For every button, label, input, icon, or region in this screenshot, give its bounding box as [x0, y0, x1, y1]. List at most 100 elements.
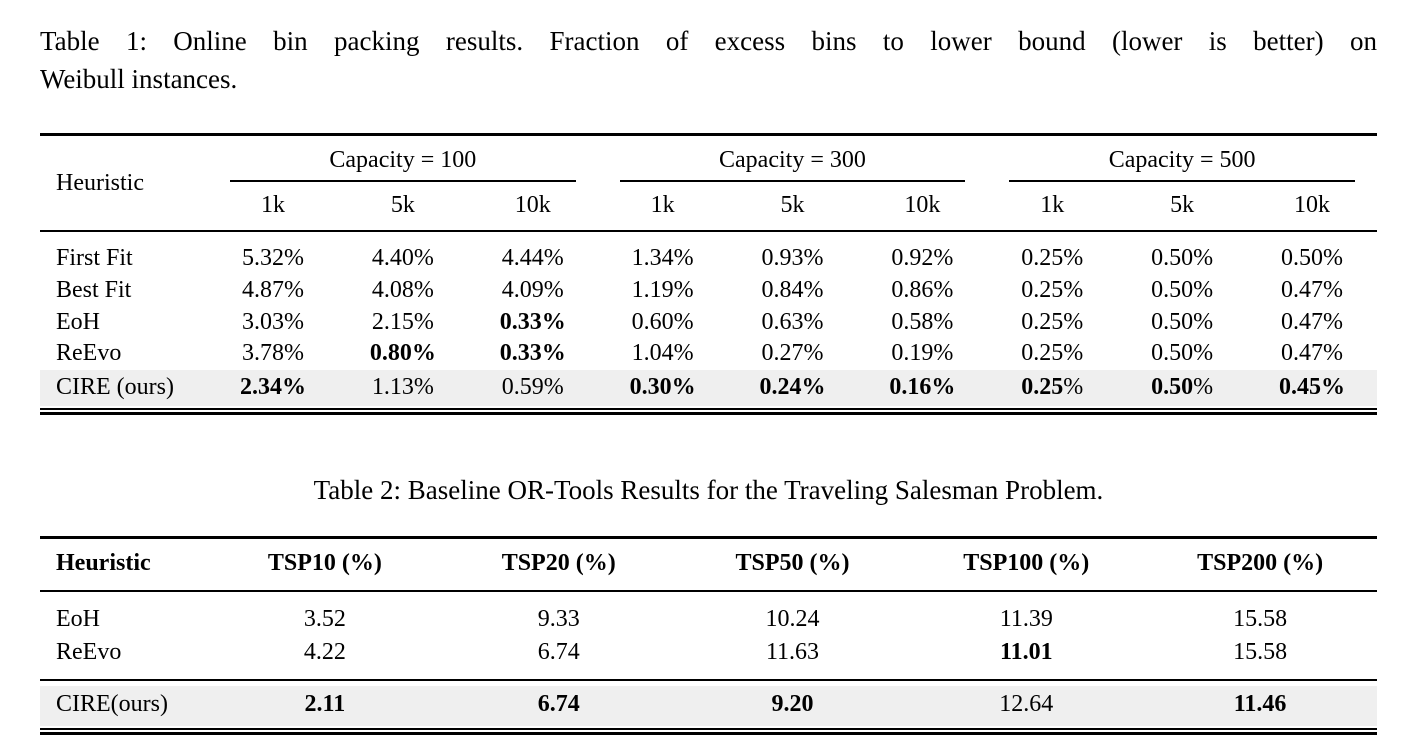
value-cell: 0.25%: [1021, 340, 1084, 367]
table-row: ReEvo 3.78% 0.80% 0.33% 1.04% 0.27% 0.19% 0.25%…: [40, 338, 1377, 370]
value-cell: 4.22: [208, 636, 442, 681]
table2-bottom-rule: [40, 727, 1377, 735]
row-label: EoH: [56, 308, 100, 335]
value-cell: 1.04%: [631, 340, 694, 367]
value-cell: 0.50%: [1281, 245, 1343, 272]
value-cell: 0.50%: [1151, 277, 1214, 304]
subcol-header: 5k: [337, 182, 468, 233]
table-row: EoH 3.52 9.33 10.24 11.39 15.58: [40, 591, 1377, 637]
value-cell: 0.27%: [761, 340, 824, 367]
value-cell: 0.19%: [891, 340, 954, 367]
value-cell: 0.50%: [1151, 245, 1214, 272]
table1-heuristic-header: Heuristic: [40, 134, 208, 233]
table1-bottom-rule: [40, 408, 1377, 416]
value-cell: 3.78%: [241, 340, 304, 367]
table1-group-capacity-100: Capacity = 100: [208, 134, 598, 183]
value-cell: 5.32%: [241, 245, 304, 272]
value-cell: 11.01: [909, 636, 1144, 681]
table1-group-header-row: Heuristic Capacity = 100 Capacity = 300 …: [40, 134, 1377, 233]
value-cell: 0.58%: [891, 308, 954, 335]
value-cell: 4.87%: [241, 277, 304, 304]
capacity-100-rule: Capacity = 100: [230, 136, 576, 183]
table2-header-row: Heuristic TSP10 (%) TSP20 (%) TSP50 (%) …: [40, 537, 1377, 592]
subcol-header: 1k: [987, 182, 1118, 233]
table-row: CIRE (ours) 2.34% 1.13% 0.59% 0.30% 0.24% 0.16…: [40, 369, 1377, 407]
table1-caption: Table 1: Online bin packing results. Fra…: [40, 22, 1377, 99]
value-cell: 1.19%: [631, 277, 694, 304]
value-cell: 11.39: [999, 605, 1053, 632]
capacity-300-rule: Capacity = 300: [619, 136, 966, 183]
row-label: EoH: [56, 605, 100, 632]
value-cell: 0.50%: [1151, 373, 1214, 400]
table1-group-capacity-300: Capacity = 300: [598, 134, 988, 183]
subcol-header: 1k: [208, 182, 338, 233]
value-cell: 6.74: [441, 636, 676, 681]
table-row: EoH 3.03% 2.15% 0.33% 0.60% 0.63% 0.58% 0.25% 0.…: [40, 307, 1377, 339]
value-cell: 3.52: [303, 605, 346, 632]
value-cell: 0.25%: [1021, 308, 1084, 335]
row-label: CIRE (ours): [56, 373, 174, 400]
value-cell: 0.86%: [891, 277, 954, 304]
tsp100-header: TSP100 (%): [909, 537, 1144, 592]
value-cell: 0.80%: [369, 340, 436, 367]
value-cell: 0.30%: [629, 373, 696, 400]
tsp200-header: TSP200 (%): [1143, 537, 1377, 592]
value-cell: 2.11: [304, 690, 346, 717]
value-cell: 9.33: [537, 605, 580, 632]
subcol-header: 5k: [727, 182, 858, 233]
value-cell: 0.50%: [1151, 308, 1214, 335]
row-label: CIRE(ours): [56, 690, 168, 717]
table2-caption: Table 2: Baseline OR-Tools Results for t…: [313, 475, 1104, 506]
subcol-header: 10k: [467, 182, 598, 233]
value-cell: 2.15%: [371, 308, 434, 335]
value-cell: 0.25%: [1021, 277, 1084, 304]
row-label: First Fit: [56, 245, 133, 272]
table1-subheader-row: 1k 5k 10k 1k 5k 10k 1k 5k 10k: [40, 182, 1377, 233]
subcol-header: 10k: [1247, 182, 1377, 233]
value-cell: 3.03%: [241, 308, 304, 335]
row-label: ReEvo: [40, 636, 208, 681]
value-cell: 0.47%: [1281, 340, 1343, 367]
value-cell: 0.93%: [761, 245, 824, 272]
value-cell: 15.58: [1143, 636, 1377, 681]
value-cell: 0.16%: [889, 373, 956, 400]
tsp10-header: TSP10 (%): [208, 537, 442, 592]
capacity-300-label: Capacity = 300: [719, 146, 866, 173]
value-cell: 10.24: [765, 605, 820, 632]
value-cell: 11.46: [1233, 690, 1287, 717]
capacity-100-label: Capacity = 100: [329, 146, 477, 173]
value-cell: 0.63%: [761, 308, 824, 335]
table-row: CIRE(ours) 2.11 6.74 9.20 12.64 11.46: [40, 685, 1377, 726]
value-cell: 12.64: [999, 690, 1054, 717]
bin-packing-table: Heuristic Capacity = 100 Capacity = 300 …: [40, 132, 1377, 407]
table1-caption-line2: Weibull instances.: [40, 64, 238, 95]
value-cell: 0.33%: [499, 340, 566, 367]
subcol-header: 10k: [857, 182, 988, 233]
value-cell: 4.40%: [371, 245, 434, 272]
value-cell: 6.74: [537, 690, 580, 717]
value-cell: 0.92%: [891, 245, 954, 272]
value-cell: 0.45%: [1279, 373, 1345, 400]
value-cell: 0.47%: [1281, 277, 1343, 304]
value-cell: 0.47%: [1281, 308, 1343, 335]
value-cell: 0.60%: [631, 308, 694, 335]
value-cell: 0.25%: [1021, 373, 1084, 400]
value-cell: 0.59%: [501, 373, 564, 400]
value-cell: 15.58: [1233, 605, 1288, 632]
value-cell: 4.08%: [371, 277, 434, 304]
tsp-table: Heuristic TSP10 (%) TSP20 (%) TSP50 (%) …: [40, 536, 1377, 726]
tsp50-header: TSP50 (%): [675, 537, 910, 592]
subcol-header: 1k: [597, 182, 728, 233]
value-cell: 0.84%: [761, 277, 824, 304]
value-cell: 4.09%: [501, 277, 564, 304]
capacity-500-rule: Capacity = 500: [1009, 136, 1355, 183]
row-label: ReEvo: [56, 340, 122, 367]
table1-group-capacity-500: Capacity = 500: [987, 134, 1377, 183]
value-cell: 11.63: [675, 636, 910, 681]
table-row: Best Fit 4.87% 4.08% 4.09% 1.19% 0.84% 0.86% 0.…: [40, 275, 1377, 307]
subcol-header: 5k: [1117, 182, 1247, 233]
value-cell: 0.50%: [1151, 340, 1214, 367]
table2-heuristic-header: Heuristic: [40, 537, 208, 592]
table-row: First Fit 5.32% 4.40% 4.44% 1.34% 0.93% 0.92% 0…: [40, 231, 1377, 275]
